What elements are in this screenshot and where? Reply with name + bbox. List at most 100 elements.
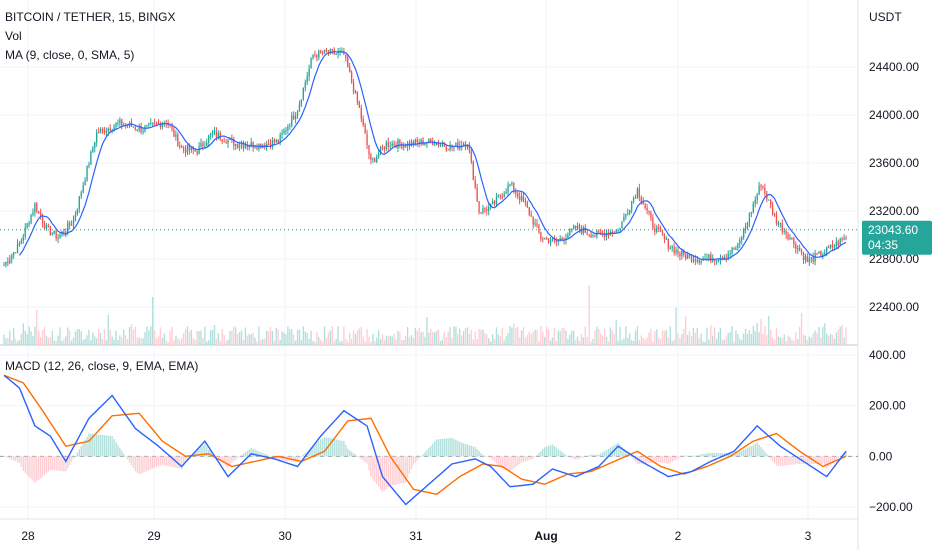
- macd-hist-bar: [667, 456, 670, 464]
- volume-bar: [617, 340, 619, 345]
- volume-bar: [148, 330, 150, 345]
- macd-hist-bar: [447, 438, 449, 457]
- macd-axis[interactable]: 400.00 200.00 0.00 −200.00: [869, 348, 913, 514]
- macd-hist-bar: [549, 445, 552, 457]
- macd-hist-bar: [221, 456, 223, 463]
- volume-bar: [337, 326, 339, 345]
- macd-hist-bar: [356, 456, 359, 457]
- macd-hist-bar: [580, 456, 583, 458]
- macd-hist-bar: [557, 448, 559, 457]
- macd-hist-bar: [408, 456, 411, 474]
- candle-body: [308, 68, 310, 77]
- candle-body: [433, 144, 436, 146]
- candle-body: [573, 225, 575, 229]
- candle-body: [744, 226, 747, 230]
- candle-body: [410, 141, 413, 147]
- macd-hist-bar: [663, 456, 666, 464]
- macd-hist-bar: [179, 456, 181, 469]
- volume-bar: [364, 341, 366, 345]
- volume-bar: [590, 341, 592, 345]
- macd-hist-bar: [518, 456, 521, 465]
- candle-body: [47, 225, 50, 227]
- volume-bar: [710, 325, 712, 345]
- volume-bar: [362, 336, 364, 345]
- volume-bar: [725, 336, 727, 345]
- macd-hist-bar: [644, 456, 646, 464]
- volume-bar: [86, 335, 88, 345]
- candle-body: [339, 51, 341, 53]
- candle-body: [669, 247, 671, 249]
- candle-body: [536, 223, 538, 226]
- volume-bar: [219, 340, 221, 345]
- volume-bar: [61, 340, 63, 345]
- macd-hist-bar: [155, 456, 158, 467]
- macd-hist-bar: [428, 447, 430, 457]
- candle-body: [518, 196, 521, 201]
- candle-body: [829, 244, 832, 248]
- candle-body: [600, 231, 602, 233]
- volume-bar: [538, 341, 540, 345]
- macd-hist-bar: [542, 449, 544, 457]
- volume-bar: [773, 339, 776, 345]
- volume-bar: [240, 330, 243, 345]
- volume-bar: [515, 327, 517, 345]
- macd-hist-bar: [609, 447, 612, 457]
- macd-hist-bar: [374, 456, 376, 482]
- candle-body: [526, 202, 529, 208]
- volume-bar: [294, 340, 297, 345]
- last-price-value: 23043.60: [868, 223, 918, 237]
- volume-bar: [432, 331, 434, 345]
- price-axis[interactable]: 24400.00 24000.00 23600.00 23200.00 22800.00…: [869, 60, 919, 314]
- candle-body: [300, 99, 303, 104]
- candle-body: [435, 142, 438, 145]
- candle-body: [513, 183, 515, 192]
- candle-body: [515, 191, 517, 194]
- volume-bar: [640, 335, 642, 345]
- macd-hist-bar: [316, 442, 318, 457]
- volume-bar: [287, 326, 289, 345]
- candle-body: [356, 91, 359, 102]
- macd-hist-bar: [215, 456, 218, 458]
- volume-bar: [526, 335, 529, 345]
- volume-bar: [573, 330, 575, 345]
- candle-body: [244, 145, 247, 148]
- candle-body: [227, 139, 229, 144]
- macd-hist-bar: [462, 443, 465, 457]
- macd-hist-bar: [710, 452, 712, 457]
- macd-hist-bar: [590, 454, 592, 457]
- volume-bar: [271, 330, 274, 345]
- volume-bar: [244, 327, 247, 345]
- macd-hist-bar: [470, 445, 473, 457]
- candle-body: [30, 214, 32, 224]
- macd-hist-bar: [592, 454, 594, 457]
- candle-body: [397, 139, 399, 148]
- macd-hist-bar: [831, 456, 834, 464]
- volume-bar: [63, 338, 65, 345]
- time-axis[interactable]: 28 29 30 31 Aug 2 3: [21, 529, 811, 543]
- macd-hist-bar: [204, 443, 206, 457]
- candle-body: [449, 144, 451, 150]
- volume-bar: [715, 338, 718, 345]
- volume-bar: [264, 338, 266, 345]
- candle-body: [791, 237, 793, 239]
- macd-hist-bar: [600, 453, 602, 457]
- macd-hist-bar: [451, 437, 453, 457]
- macd-hist-bar: [103, 435, 106, 457]
- macd-hist-bar: [393, 456, 395, 486]
- candle-body: [741, 237, 743, 241]
- volume-bar: [179, 339, 181, 345]
- volume-bar: [580, 333, 583, 345]
- candle-body: [331, 48, 333, 50]
- candle-body: [12, 252, 15, 256]
- macd-hist-bar: [169, 456, 171, 467]
- candle-body: [503, 193, 505, 198]
- volume-bar: [615, 319, 617, 345]
- volume-bar: [227, 339, 229, 345]
- macd-hist-bar: [414, 456, 417, 463]
- candle-body: [461, 145, 463, 147]
- candle-body: [248, 146, 250, 148]
- volume-bar: [493, 338, 496, 345]
- macd-hist-bar: [78, 449, 80, 457]
- volume-bar: [188, 331, 191, 345]
